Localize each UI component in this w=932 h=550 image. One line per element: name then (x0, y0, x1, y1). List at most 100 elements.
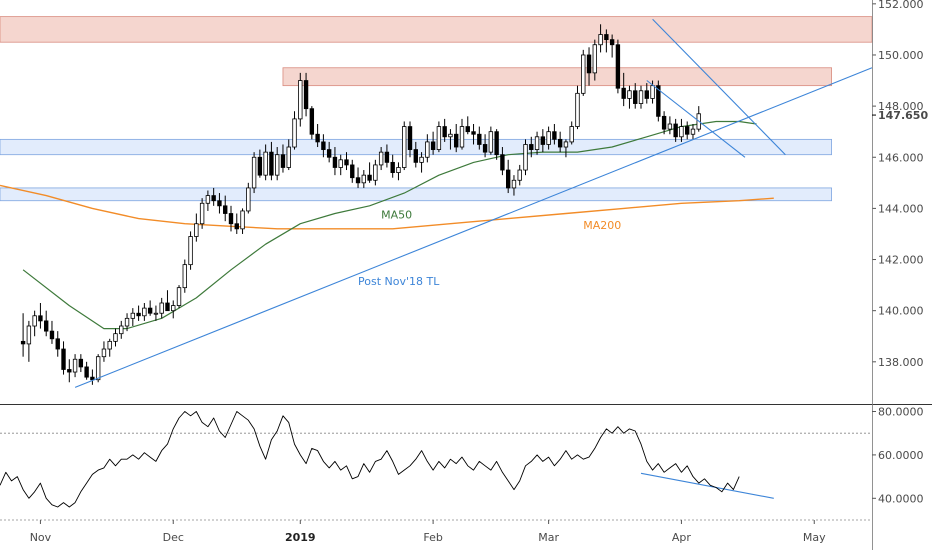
candle-body (505, 169, 511, 189)
candle-body (153, 312, 159, 315)
candle-body (119, 325, 124, 335)
candle-body (286, 146, 291, 168)
candle-body (529, 144, 534, 150)
candle-body (350, 164, 355, 179)
candle-body (511, 179, 517, 189)
candle-body (326, 149, 332, 158)
candle-body (176, 287, 182, 306)
candle-body (471, 131, 476, 135)
candle-body (685, 126, 690, 135)
candle-body (355, 177, 361, 184)
last-price-tag: 147.650 (872, 109, 928, 122)
candle-body (546, 131, 551, 145)
price-tick-label: 140.000 (878, 305, 924, 318)
candle-body (147, 307, 153, 314)
date-label: Nov (30, 531, 52, 544)
candle-body (477, 133, 482, 145)
candlestick-series (20, 24, 701, 385)
trendline-post-nov-18-tl (74, 67, 873, 388)
candle-body (552, 131, 557, 140)
candle-body (488, 131, 494, 153)
candle-body (523, 144, 528, 171)
candle-body (534, 136, 540, 150)
ma200-path (0, 184, 774, 230)
candle-body (55, 338, 60, 350)
candle-body (667, 123, 673, 130)
trendline-channel-lower (646, 80, 746, 158)
trendline-channel-upper (652, 18, 786, 156)
candle-body (575, 92, 580, 127)
candle-body (49, 330, 55, 340)
candle-body (298, 80, 303, 120)
ma50-path (22, 120, 757, 330)
candle-body (436, 126, 442, 150)
price-tick-label: 146.000 (878, 151, 924, 164)
annotation-ma200: MA200 (583, 219, 621, 232)
candle-body (90, 376, 95, 381)
candle-body (205, 195, 211, 204)
candle-body (644, 90, 649, 99)
price-tick-label: 142.000 (878, 254, 924, 267)
candle-body (494, 131, 499, 156)
candle-body (517, 169, 522, 181)
candle-body (275, 154, 280, 176)
candle-body (627, 90, 632, 99)
rsi-tick-label: 40.0000 (878, 492, 924, 505)
candle-body (419, 156, 424, 163)
candle-body (344, 159, 349, 166)
candle-body (321, 141, 326, 150)
candle-body (95, 356, 101, 381)
candle-body (309, 108, 315, 135)
date-label: Apr (672, 531, 692, 544)
candle-body (101, 348, 107, 358)
candle-body (442, 126, 447, 138)
candle-body (465, 126, 470, 133)
candle-body (78, 358, 84, 368)
candle-body (223, 205, 228, 214)
candle-body (228, 213, 234, 225)
ma200-line (0, 184, 774, 230)
candle-body (72, 358, 78, 373)
candle-body (113, 333, 118, 342)
candle-body (182, 264, 187, 289)
price-tick-label: 152.000 (878, 0, 924, 11)
candle-body (263, 151, 268, 176)
candle-body (38, 315, 43, 322)
candle-body (67, 369, 72, 373)
candle-body (159, 302, 164, 314)
candle-body (257, 156, 263, 176)
price-tick-label: 150.000 (878, 49, 924, 62)
candle-body (482, 144, 488, 153)
candle-body (378, 151, 384, 166)
candle-body (367, 174, 372, 181)
rsi-tick-label: 80.0000 (878, 406, 924, 419)
last-price-label: 147.650 (878, 109, 928, 122)
candle-body (679, 126, 684, 138)
date-label: 2019 (285, 531, 316, 544)
candle-body (292, 118, 297, 148)
candle-body (459, 126, 465, 148)
candle-body (246, 187, 251, 212)
candle-body (500, 154, 505, 171)
candle-body (598, 34, 603, 46)
candle-body (61, 348, 66, 370)
rsi-tick-label: 60.0000 (878, 449, 924, 462)
candle-body (557, 138, 563, 148)
candle-body (563, 141, 569, 148)
candle-body (332, 156, 338, 168)
date-axis: Nov Dec 2019 Feb Mar Apr May (30, 520, 826, 544)
candle-body (251, 156, 257, 189)
candle-body (361, 174, 367, 184)
candle-body (569, 126, 574, 143)
candle-body (390, 161, 395, 173)
candle-body (240, 210, 245, 230)
candle-body (338, 159, 343, 168)
candle-body (673, 123, 678, 138)
candle-body (280, 154, 286, 168)
candle-body (142, 307, 147, 317)
candle-body (633, 90, 638, 104)
date-label: Feb (423, 531, 442, 544)
candle-body (402, 126, 407, 168)
